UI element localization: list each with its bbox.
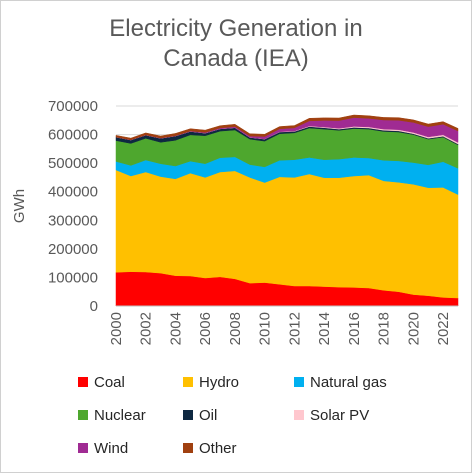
x-tick-label: 2016 (346, 312, 363, 345)
legend-label-solar-pv: Solar PV (310, 407, 369, 424)
area-series-other (115, 114, 459, 141)
y-tick-label: 700000 (48, 98, 98, 115)
x-tick-label: 2010 (257, 312, 274, 345)
x-tick-label: 2014 (316, 312, 333, 345)
x-tick-label: 2018 (376, 312, 393, 345)
x-tick-label: 2002 (138, 312, 155, 345)
x-tick-label: 2008 (227, 312, 244, 345)
legend-swatch-other (183, 443, 193, 453)
y-tick-label: 300000 (48, 212, 98, 229)
chart-title-line-2: Canada (IEA) (163, 45, 309, 72)
y-tick-label: 600000 (48, 127, 98, 144)
x-tick-label: 2004 (167, 312, 184, 345)
legend-swatch-oil (183, 410, 193, 420)
x-tick-label: 2000 (108, 312, 125, 345)
legend-swatch-wind (78, 443, 88, 453)
x-tick-label: 2020 (405, 312, 422, 345)
legend-label-nuclear: Nuclear (94, 407, 146, 424)
chart-title-line-1: Electricity Generation in (109, 15, 363, 42)
legend-label-coal: Coal (94, 374, 125, 391)
legend-swatch-solar-pv (294, 410, 304, 420)
legend-label-oil: Oil (199, 407, 217, 424)
y-axis-label: GWh (11, 189, 28, 223)
legend-label-wind: Wind (94, 440, 128, 457)
legend-label-natural-gas: Natural gas (310, 374, 387, 391)
legend-swatch-hydro (183, 377, 193, 387)
x-tick-label: 2006 (197, 312, 214, 345)
x-tick-label: 2012 (286, 312, 303, 345)
x-tick-label: 2022 (435, 312, 452, 345)
y-tick-label: 200000 (48, 241, 98, 258)
chart-title: Electricity Generation in Canada (IEA) (0, 14, 472, 74)
legend-swatch-natural-gas (294, 377, 304, 387)
legend-swatch-nuclear (78, 410, 88, 420)
y-tick-label: 0 (90, 298, 98, 315)
y-tick-label: 500000 (48, 155, 98, 172)
y-tick-label: 400000 (48, 184, 98, 201)
legend-swatch-coal (78, 377, 88, 387)
legend-label-other: Other (199, 440, 237, 457)
legend-label-hydro: Hydro (199, 374, 239, 391)
y-tick-label: 100000 (48, 269, 98, 286)
